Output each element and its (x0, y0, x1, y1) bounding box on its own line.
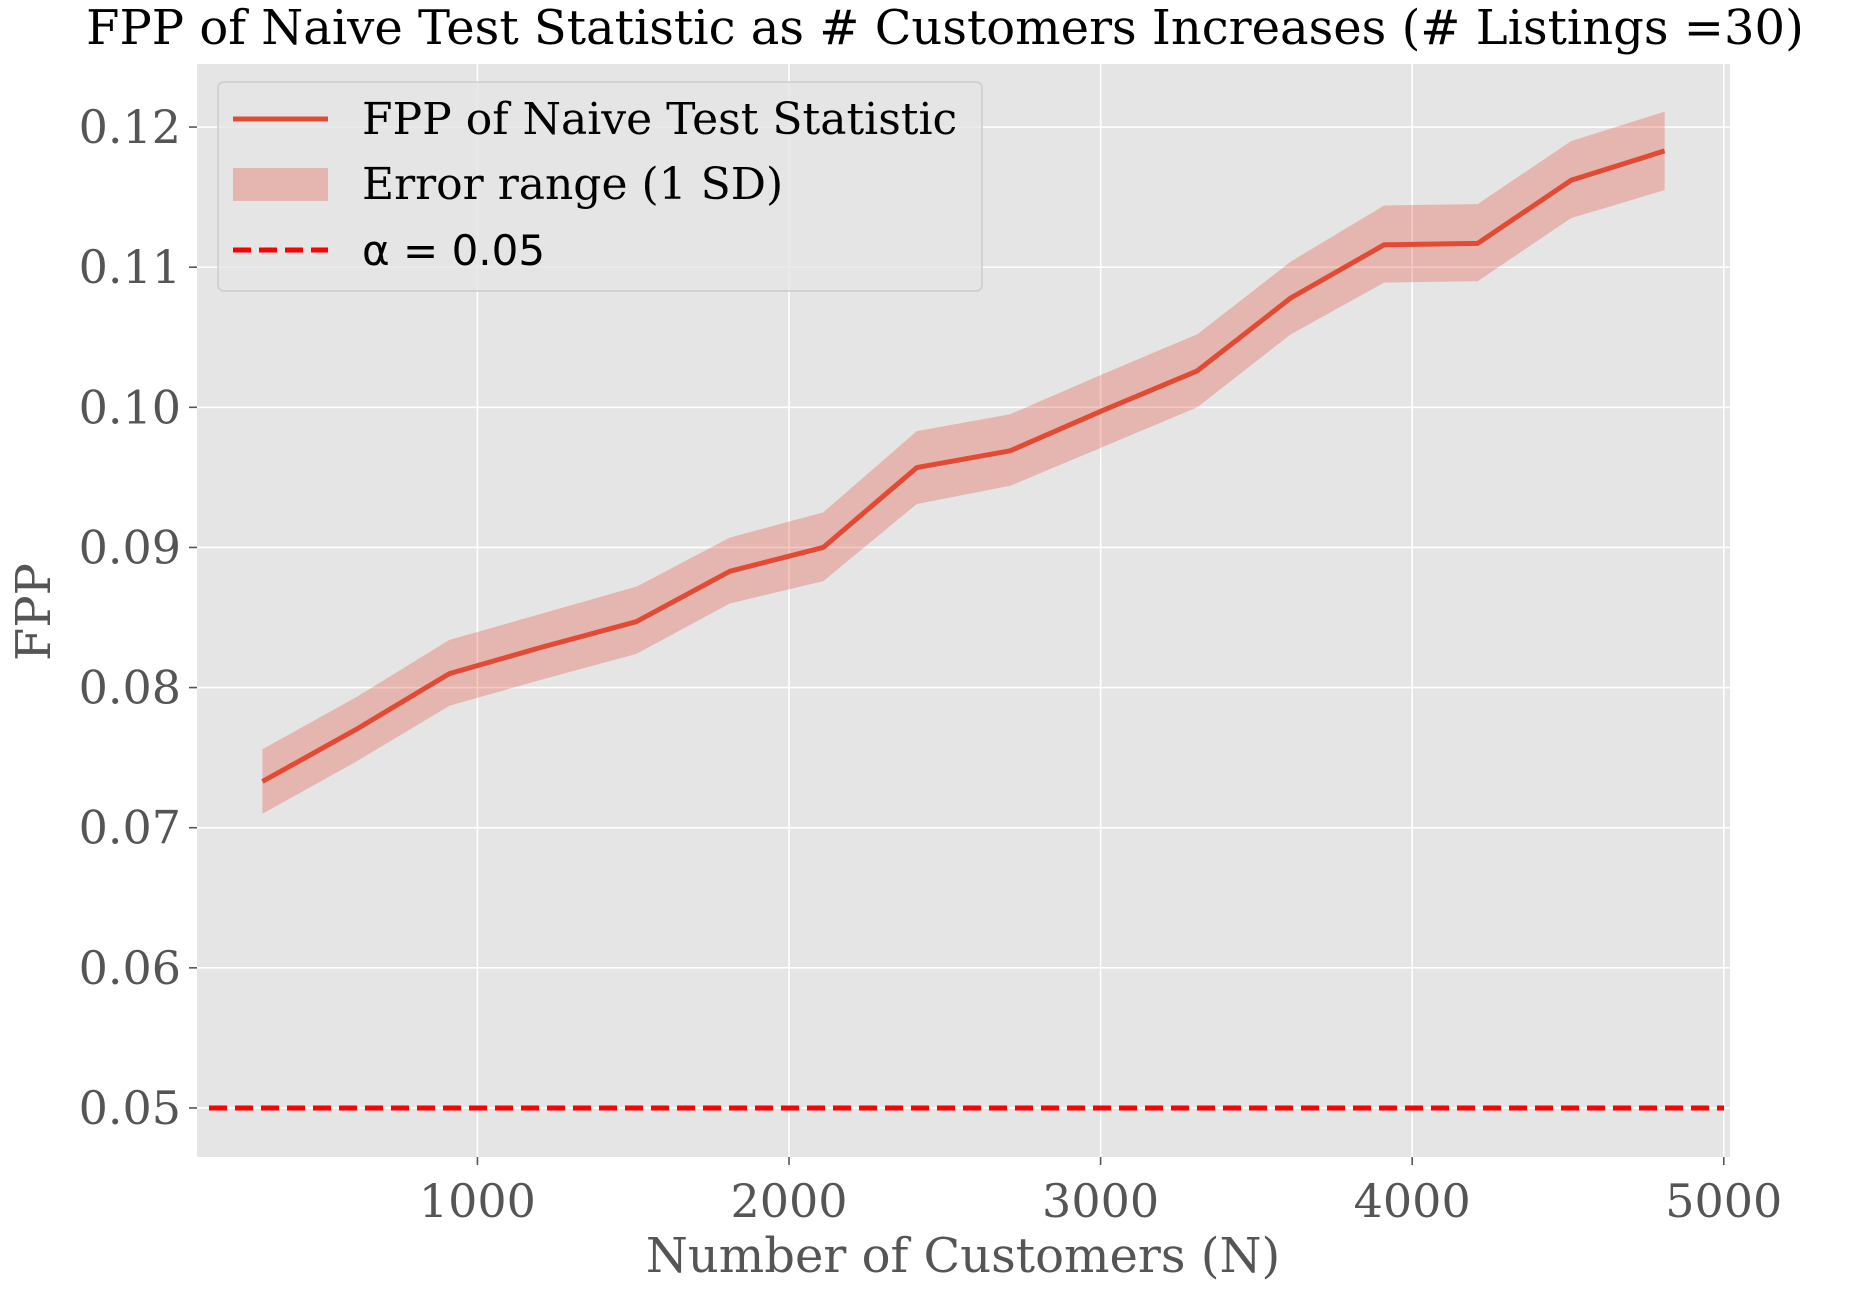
y-tick-labels: 0.05 0.06 0.07 0.08 0.09 0.10 0.11 0.12 (79, 100, 197, 1135)
y-tick-label: 0.06 (79, 941, 181, 995)
y-tick-label: 0.08 (79, 661, 181, 715)
y-tick-label: 0.09 (79, 520, 181, 574)
x-tick-label: 3000 (1042, 1174, 1159, 1228)
y-tick-label: 0.10 (79, 380, 181, 434)
x-tick-label: 5000 (1665, 1174, 1782, 1228)
x-tick-labels: 1000 2000 3000 4000 5000 (419, 1157, 1782, 1228)
x-tick-label: 4000 (1354, 1174, 1471, 1228)
x-tick-label: 1000 (419, 1174, 536, 1228)
y-tick-label: 0.12 (79, 100, 181, 154)
x-axis-label: Number of Customers (N) (646, 1228, 1280, 1284)
chart-title: FPP of Naive Test Statistic as # Custome… (86, 0, 1804, 56)
legend-box (217, 81, 983, 292)
y-axis-label: FPP (6, 563, 62, 661)
series-line-layer (209, 148, 1724, 1111)
legend-label-error-range: Error range (1 SD) (362, 159, 783, 210)
legend: FPP of Naive Test Statistic Error range … (217, 81, 983, 292)
fpp-series-line (261, 148, 1666, 784)
legend-label-fpp: FPP of Naive Test Statistic (362, 94, 957, 145)
legend-label-alpha: α = 0.05 (362, 226, 545, 275)
grid-lines (197, 64, 1730, 1157)
y-tick-label: 0.05 (79, 1081, 181, 1135)
y-tick-label: 0.11 (79, 240, 181, 294)
legend-band-swatch (233, 168, 328, 201)
y-tick-label: 0.07 (79, 801, 181, 855)
x-tick-label: 2000 (730, 1174, 847, 1228)
